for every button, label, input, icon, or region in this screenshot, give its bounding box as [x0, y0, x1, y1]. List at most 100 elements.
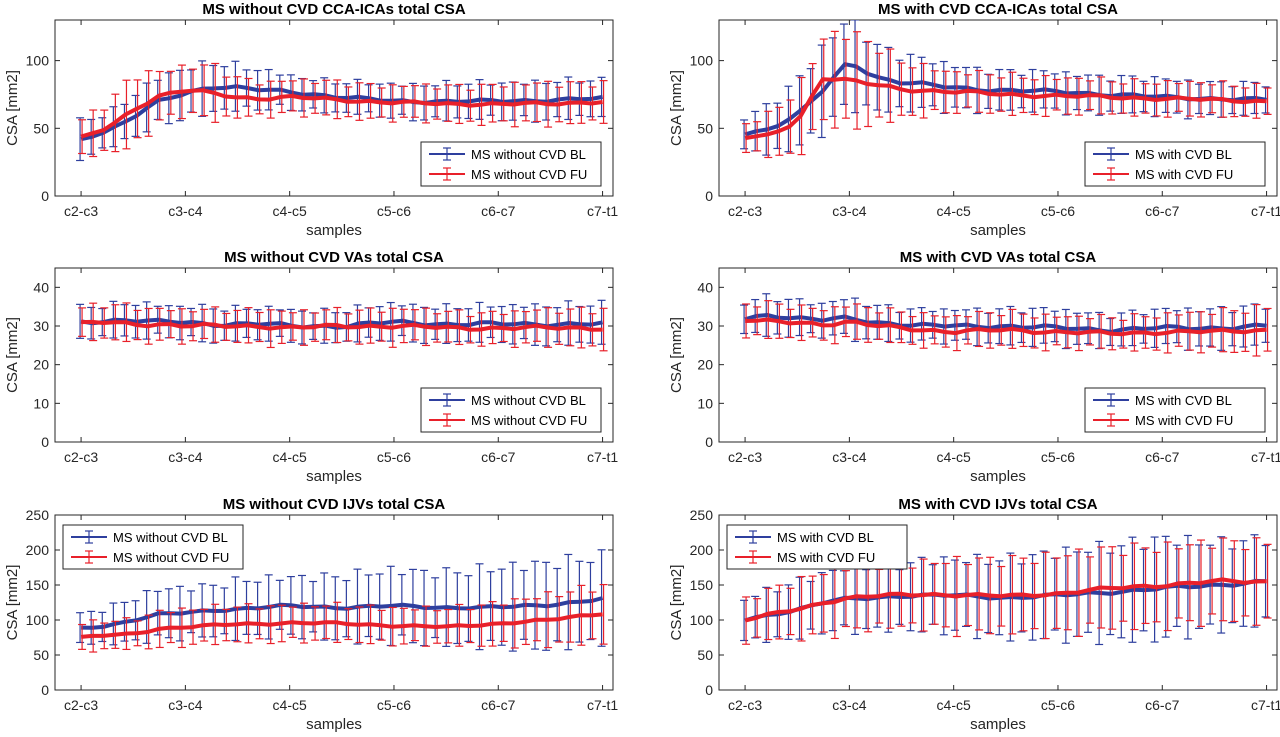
legend: MS with CVD BL MS with CVD FU	[1084, 141, 1266, 187]
y-tick-label: 20	[697, 357, 713, 373]
legend-label: MS with CVD BL	[1135, 147, 1232, 162]
series-layer	[76, 549, 608, 653]
x-tick-label: c5-c6	[1041, 697, 1075, 713]
x-tick-label: c7-t1	[587, 449, 618, 465]
x-tick-label: c2-c3	[64, 203, 98, 219]
x-tick-label: c3-c4	[168, 203, 202, 219]
series-line	[744, 577, 1267, 623]
x-axis-label: samples	[970, 716, 1026, 733]
series-fu	[78, 302, 608, 352]
legend-label: MS with CVD BL	[777, 530, 874, 545]
y-axis-label: CSA [mm2]	[668, 70, 685, 146]
x-tick-label: c5-c6	[377, 203, 411, 219]
series-bl	[76, 549, 606, 652]
series-layer	[76, 299, 608, 352]
series-line	[80, 612, 603, 639]
legend-box	[726, 524, 908, 570]
x-tick-label: c2-c3	[64, 697, 98, 713]
x-tick-label: c3-c4	[168, 697, 202, 713]
y-axis-label: CSA [mm2]	[4, 317, 21, 393]
legend-label: MS without CVD BL	[471, 393, 586, 408]
x-tick-label: c3-c4	[832, 203, 866, 219]
legend-box	[1084, 141, 1266, 187]
x-tick-label: c6-c7	[481, 203, 515, 219]
panel-5: MS without CVD IJVs total CSA 0 50 100 150 20…	[4, 496, 618, 733]
y-axis-label: CSA [mm2]	[4, 70, 21, 146]
series-line	[81, 319, 603, 332]
series-line	[745, 317, 1267, 337]
series-fu	[742, 537, 1272, 645]
y-tick-label: 200	[26, 542, 50, 558]
y-tick-label: 0	[41, 188, 49, 204]
x-tick-label: c4-c5	[273, 697, 307, 713]
y-tick-label: 150	[26, 577, 50, 593]
series-layer	[740, 20, 1272, 159]
y-tick-label: 40	[697, 279, 713, 295]
chart-title: MS with CVD IJVs total CSA	[898, 496, 1097, 513]
legend-label: MS without CVD BL	[113, 530, 228, 545]
x-tick-label: c4-c5	[273, 203, 307, 219]
x-tick-label: c7-t1	[1251, 697, 1280, 713]
legend-box	[420, 387, 602, 433]
series-layer	[740, 293, 1272, 357]
x-tick-label: c5-c6	[377, 697, 411, 713]
legend-box	[420, 141, 602, 187]
y-tick-label: 0	[41, 434, 49, 450]
panel-4: MS with CVD VAs total CSA 0 10 20 30 40 c2-c3 c…	[668, 249, 1280, 485]
legend: MS without CVD BL MS without CVD FU	[420, 387, 602, 433]
legend: MS without CVD BL MS without CVD FU	[420, 141, 602, 187]
chart-title: MS with CVD VAs total CSA	[900, 249, 1097, 266]
x-tick-label: c5-c6	[1041, 203, 1075, 219]
x-axis-label: samples	[306, 716, 362, 733]
y-tick-label: 30	[697, 318, 713, 334]
x-tick-label: c3-c4	[832, 697, 866, 713]
legend-box	[1084, 387, 1266, 433]
legend-label: MS with CVD FU	[1135, 413, 1233, 428]
chart-title: MS without CVD VAs total CSA	[224, 249, 444, 266]
series-fu	[78, 62, 608, 158]
y-tick-label: 10	[697, 395, 713, 411]
legend-label: MS without CVD FU	[113, 550, 229, 565]
x-tick-label: c7-t1	[587, 203, 618, 219]
y-tick-label: 200	[690, 542, 714, 558]
x-axis-label: samples	[970, 468, 1026, 485]
x-tick-label: c7-t1	[1251, 449, 1280, 465]
y-tick-label: 0	[41, 682, 49, 698]
x-tick-label: c2-c3	[728, 449, 762, 465]
y-tick-label: 250	[690, 507, 714, 523]
x-axis-label: samples	[970, 222, 1026, 239]
panel-6: MS with CVD IJVs total CSA 0 50 100 150 200 25…	[668, 496, 1280, 733]
legend: MS with CVD BL MS with CVD FU	[726, 524, 908, 570]
x-tick-label: c3-c4	[168, 449, 202, 465]
series-fu	[742, 300, 1272, 357]
x-tick-label: c7-t1	[587, 697, 618, 713]
y-tick-label: 100	[26, 612, 50, 628]
chart-title: MS without CVD CCA-ICAs total CSA	[202, 1, 465, 18]
series-layer	[740, 534, 1272, 646]
legend-label: MS with CVD FU	[1135, 167, 1233, 182]
x-tick-label: c3-c4	[832, 449, 866, 465]
x-tick-label: c4-c5	[937, 449, 971, 465]
legend: MS without CVD BL MS without CVD FU	[62, 524, 244, 570]
x-tick-label: c4-c5	[273, 449, 307, 465]
y-axis-label: CSA [mm2]	[668, 317, 685, 393]
y-tick-label: 250	[26, 507, 50, 523]
x-tick-label: c6-c7	[481, 697, 515, 713]
x-tick-label: c4-c5	[937, 203, 971, 219]
y-tick-label: 100	[690, 612, 714, 628]
y-tick-label: 100	[26, 53, 50, 69]
series-line	[80, 84, 603, 142]
x-tick-label: c2-c3	[728, 203, 762, 219]
y-tick-label: 50	[697, 647, 713, 663]
panel-3: MS without CVD VAs total CSA 0 10 20 30 40 c2-…	[4, 249, 618, 485]
x-axis-label: samples	[306, 468, 362, 485]
legend-label: MS without CVD FU	[471, 413, 587, 428]
panel-1: MS without CVD CCA-ICAs total CSA 0 50 100 c…	[4, 1, 618, 239]
legend-label: MS without CVD BL	[471, 147, 586, 162]
y-tick-label: 30	[33, 318, 49, 334]
y-tick-label: 0	[705, 434, 713, 450]
chart-title: MS without CVD IJVs total CSA	[223, 496, 446, 513]
legend-box	[62, 524, 244, 570]
x-tick-label: c5-c6	[377, 449, 411, 465]
